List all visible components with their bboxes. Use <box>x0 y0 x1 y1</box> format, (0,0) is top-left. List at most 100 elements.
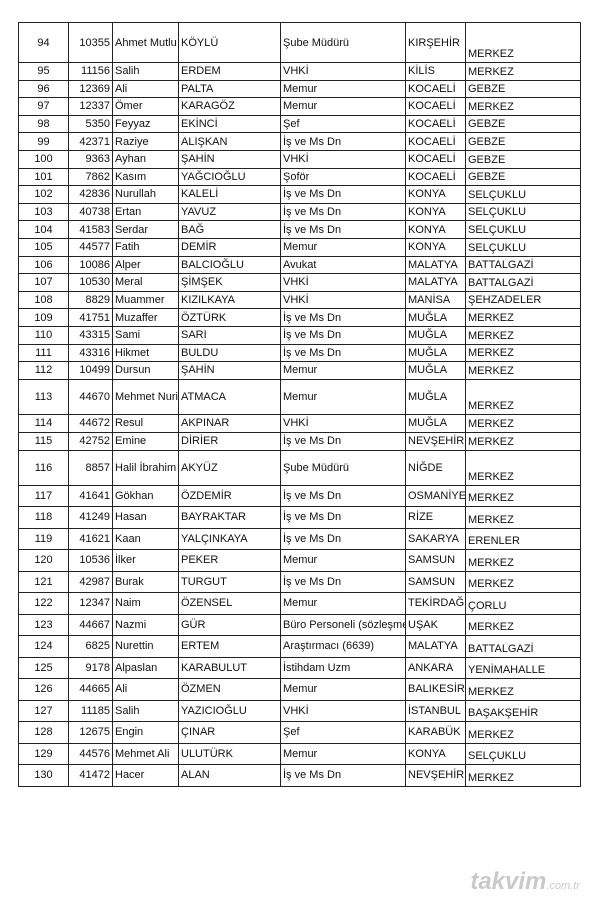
district: MERKEZ <box>465 431 581 451</box>
last-name: ÖZMEN <box>178 678 281 701</box>
last-name: ÖZENSEL <box>178 592 281 615</box>
province: MALATYA <box>405 635 466 658</box>
row-number: 109 <box>18 308 69 327</box>
personnel-table: 94 10355 Ahmet Mutlu KÖYLÜ Şube Müdürü KIRŞEH… <box>18 22 581 787</box>
province: MANİSA <box>405 290 466 310</box>
province: MUĞLA <box>405 361 466 380</box>
last-name: ÇINAR <box>178 721 281 744</box>
registry-id: 9178 <box>68 656 113 680</box>
row-number: 100 <box>18 149 69 169</box>
province: MUĞLA <box>405 343 466 363</box>
last-name: KARABULUT <box>178 656 281 680</box>
table-row: 114 44672 Resul AKPINAR VHKİ MUĞLA MERKEZ <box>18 413 581 433</box>
table-row: 104 41583 Serdar BAĞ İş ve Ms Dn KONYA SELÇUKL… <box>18 220 581 239</box>
district: GEBZE <box>465 114 581 134</box>
district: MERKEZ <box>465 549 581 572</box>
row-number: 120 <box>18 549 69 572</box>
registry-id: 42371 <box>68 132 113 151</box>
registry-id: 44576 <box>68 742 113 766</box>
table-row: 128 12675 Engin ÇINAR Şef KARABÜK MERKEZ <box>18 721 581 744</box>
first-name: Mehmet Nuri <box>112 378 179 415</box>
position: Memur <box>280 378 406 415</box>
province: KOCAELİ <box>405 79 466 99</box>
first-name: Ertan <box>112 202 179 222</box>
district: SELÇUKLU <box>465 220 581 239</box>
position: İstihdam Uzm <box>280 656 406 680</box>
position: Memur <box>280 549 406 572</box>
table-row: 130 41472 Hacer ALAN İş ve Ms Dn NEVŞEHİR MERK… <box>18 764 581 787</box>
district: YENİMAHALLE <box>465 656 581 680</box>
table-row: 122 12347 Naim ÖZENSEL Memur TEKİRDAĞ ÇORLU <box>18 592 581 615</box>
district: SELÇUKLU <box>465 237 581 257</box>
province: SAMSUN <box>405 570 466 594</box>
row-number: 118 <box>18 506 69 529</box>
table-row: 115 42752 Emine DİRİER İş ve Ms Dn NEVŞEHİR ME… <box>18 431 581 451</box>
row-number: 130 <box>18 764 69 787</box>
province: NEVŞEHİR <box>405 431 466 451</box>
last-name: ALAN <box>178 764 281 787</box>
registry-id: 44670 <box>68 378 113 415</box>
registry-id: 41751 <box>68 308 113 327</box>
registry-id: 42752 <box>68 431 113 451</box>
row-number: 99 <box>18 132 69 151</box>
registry-id: 41621 <box>68 527 113 551</box>
registry-id: 41583 <box>68 220 113 239</box>
table-row: 103 40738 Ertan YAVUZ İş ve Ms Dn KONYA SELÇUK… <box>18 202 581 222</box>
last-name: PALTA <box>178 79 281 99</box>
province: KOCAELİ <box>405 97 466 116</box>
row-number: 108 <box>18 290 69 310</box>
province: KOCAELİ <box>405 114 466 134</box>
registry-id: 12369 <box>68 79 113 99</box>
registry-id: 44665 <box>68 678 113 701</box>
registry-id: 8829 <box>68 290 113 310</box>
first-name: Hikmet <box>112 343 179 363</box>
registry-id: 41249 <box>68 506 113 529</box>
province: KONYA <box>405 237 466 257</box>
table-row: 102 42836 Nurullah KALELİ İş ve Ms Dn KONYA SE… <box>18 185 581 204</box>
table-row: 106 10086 Alper BALCIOĞLU Avukat MALATYA BATTA… <box>18 255 581 275</box>
province: MUĞLA <box>405 413 466 433</box>
table-row: 101 7862 Kasım YAĞCIOĞLU Şoför KOCAELİ GEBZE <box>18 167 581 187</box>
province: RİZE <box>405 506 466 529</box>
last-name: YAĞCIOĞLU <box>178 167 281 187</box>
position: Avukat <box>280 255 406 275</box>
last-name: TURGUT <box>178 570 281 594</box>
district: BATTALGAZİ <box>465 255 581 275</box>
table-row: 129 44576 Mehmet Ali ULUTÜRK Memur KONYA SELÇU… <box>18 742 581 766</box>
province: NİĞDE <box>405 449 466 486</box>
table-row: 127 11185 Salih YAZICIOĞLU VHKİ İSTANBUL BAŞAK… <box>18 699 581 723</box>
first-name: Meral <box>112 273 179 292</box>
district: ÇORLU <box>465 592 581 615</box>
row-number: 110 <box>18 325 69 345</box>
first-name: Naim <box>112 592 179 615</box>
first-name: Ali <box>112 678 179 701</box>
registry-id: 11185 <box>68 699 113 723</box>
last-name: ŞAHİN <box>178 361 281 380</box>
province: KIRŞEHİR <box>405 22 466 63</box>
first-name: Ali <box>112 79 179 99</box>
province: NEVŞEHİR <box>405 764 466 787</box>
first-name: Salih <box>112 62 179 81</box>
registry-id: 42987 <box>68 570 113 594</box>
position: Şef <box>280 721 406 744</box>
registry-id: 6825 <box>68 635 113 658</box>
watermark-text: takvim <box>470 868 547 895</box>
district: GEBZE <box>465 149 581 169</box>
district: BAŞAKŞEHİR <box>465 699 581 723</box>
registry-id: 5350 <box>68 114 113 134</box>
first-name: Kaan <box>112 527 179 551</box>
row-number: 127 <box>18 699 69 723</box>
first-name: Engin <box>112 721 179 744</box>
row-number: 102 <box>18 185 69 204</box>
last-name: SARI <box>178 325 281 345</box>
first-name: Hacer <box>112 764 179 787</box>
registry-id: 40738 <box>68 202 113 222</box>
position: Memur <box>280 97 406 116</box>
province: ANKARA <box>405 656 466 680</box>
registry-id: 12675 <box>68 721 113 744</box>
table-row: 97 12337 Ömer KARAGÖZ Memur KOCAELİ MERKEZ <box>18 97 581 116</box>
district: MERKEZ <box>465 678 581 701</box>
table-row: 126 44665 Ali ÖZMEN Memur BALIKESİR MERKEZ <box>18 678 581 701</box>
registry-id: 10355 <box>68 22 113 63</box>
